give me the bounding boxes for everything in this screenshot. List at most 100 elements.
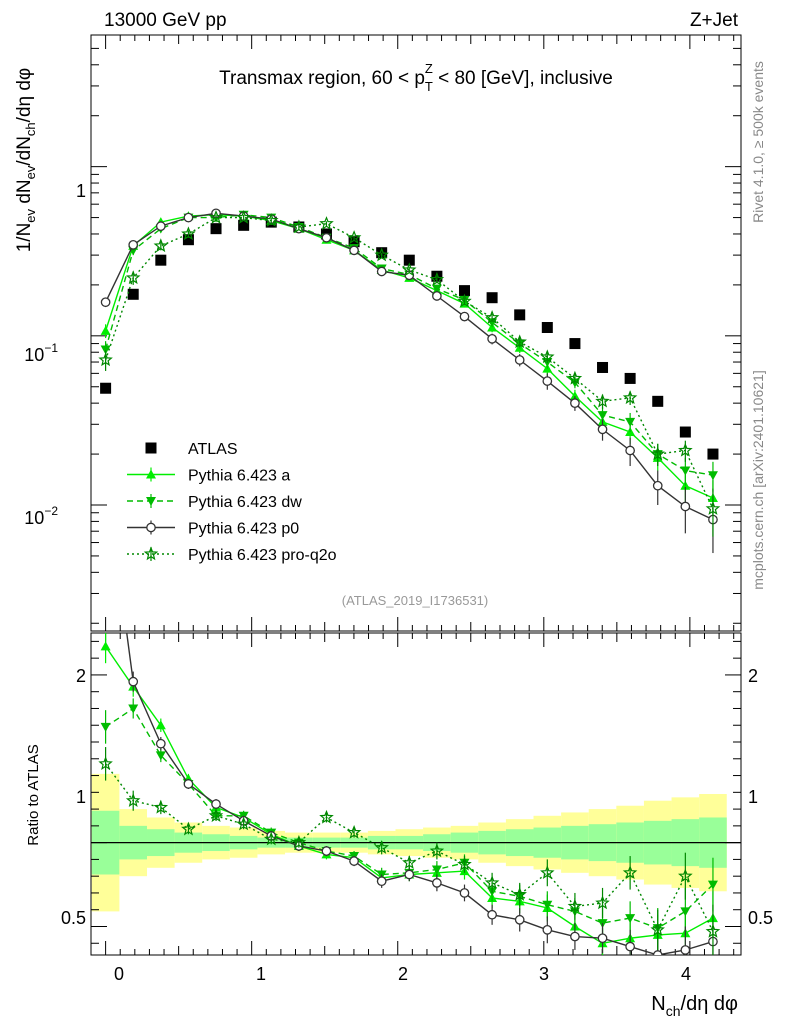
data-point	[429, 843, 445, 858]
ratio-uncertainty-bands	[91, 773, 741, 912]
series-ratio-pro	[98, 747, 721, 955]
data-point	[183, 212, 194, 223]
data-point	[570, 931, 580, 942]
data-point	[569, 338, 581, 350]
data-point	[100, 382, 112, 394]
data-point	[707, 880, 718, 890]
data-point	[652, 395, 664, 407]
data-point	[319, 809, 334, 824]
xlabel: Nch/dη dφ	[651, 993, 738, 1019]
ratio-frame	[90, 632, 742, 956]
data-point	[125, 270, 141, 285]
data-point	[403, 254, 415, 266]
legend-item-pro: Pythia 6.423 pro-q2o	[127, 546, 337, 564]
legend-label: Pythia 6.423 a	[188, 468, 290, 485]
data-point	[705, 501, 721, 515]
data-point	[155, 221, 166, 231]
title-suffix: < 80 [GeV], inclusive	[433, 68, 613, 89]
ratio-data-layer	[98, 469, 721, 955]
data-point	[457, 293, 472, 308]
data-point	[705, 923, 721, 938]
ytick-base-1e-2: 10	[24, 508, 44, 528]
data-point	[680, 466, 691, 476]
data-point	[512, 334, 527, 349]
legend-item-p0: Pythia 6.423 p0	[127, 520, 299, 538]
data-point	[597, 424, 608, 435]
main-frame	[90, 34, 742, 632]
data-point	[597, 411, 608, 421]
series-line	[126, 633, 714, 955]
data-point	[680, 945, 691, 955]
data-point	[680, 501, 691, 512]
ytick-label-1e-1: 10−1	[24, 341, 58, 365]
legend: ATLAS Pythia 6.423 a Pythia 6.423 dw Pythia…	[127, 441, 337, 564]
data-point	[542, 376, 553, 386]
data-point	[125, 793, 141, 807]
data-point	[100, 722, 111, 732]
data-point	[346, 230, 362, 244]
data-point	[153, 238, 169, 253]
legend-marker	[143, 546, 159, 561]
data-point	[567, 370, 583, 385]
title-prefix: Transmax region, 60 < p	[219, 68, 425, 89]
data-point	[707, 448, 719, 460]
ytick-exp-1e-1: −1	[44, 341, 58, 355]
data-point	[484, 875, 500, 890]
data-point	[101, 469, 109, 477]
legend-label: Pythia 6.423 pro-q2o	[188, 547, 337, 564]
series-main-p0	[100, 208, 718, 554]
ratio-ytick-1-left: 1	[76, 787, 86, 807]
data-point	[707, 471, 718, 481]
data-point	[595, 895, 610, 910]
data-point	[541, 322, 553, 334]
xtick-label-1: 1	[256, 964, 266, 984]
process-label: Z+Jet	[690, 10, 739, 31]
data-point	[100, 325, 111, 335]
data-point	[678, 442, 693, 457]
legend-marker	[146, 469, 156, 479]
data-point	[210, 223, 222, 235]
ratio-ytick-0.5-left: 0.5	[61, 908, 86, 928]
data-point	[236, 209, 251, 224]
series-main-data	[100, 216, 719, 460]
data-point	[597, 361, 609, 373]
data-point	[153, 799, 169, 814]
data-point	[514, 914, 525, 925]
data-point	[625, 445, 635, 456]
main-ylabel: 1/Nev dNev/dNch/dη dφ	[14, 68, 38, 253]
data-point	[569, 391, 580, 401]
legend-item-dw: Pythia 6.423 dw	[127, 494, 302, 511]
xtick-label-4: 4	[681, 964, 691, 984]
data-point	[128, 704, 139, 714]
data-point	[374, 840, 389, 854]
data-point	[374, 247, 389, 262]
data-point	[128, 676, 139, 687]
data-point	[514, 309, 526, 321]
data-point	[182, 234, 194, 246]
data-point	[459, 311, 470, 322]
data-point	[678, 868, 693, 883]
data-point	[487, 909, 497, 920]
data-point	[208, 209, 224, 224]
data-point	[100, 297, 111, 308]
ratio-ytick-1-right: 1	[748, 787, 758, 807]
ratio-ytick-2-left: 2	[76, 666, 86, 686]
data-point	[432, 878, 442, 888]
axis-ticks	[91, 34, 741, 955]
data-point	[291, 219, 307, 234]
data-point	[376, 876, 387, 887]
data-point	[459, 888, 470, 898]
data-point	[238, 219, 250, 231]
data-point	[486, 292, 498, 304]
rivet-label: Rivet 4.1.0, ≥ 500k events	[750, 61, 766, 223]
data-point	[487, 333, 497, 344]
analysis-id: (ATLAS_2019_I1736531)	[342, 593, 488, 608]
data-point	[597, 933, 608, 944]
series-line	[105, 646, 714, 945]
main-data-layer	[98, 208, 721, 554]
data-point	[484, 310, 500, 324]
data-point	[155, 751, 166, 761]
series-main-pro	[98, 209, 721, 537]
data-point	[429, 271, 445, 286]
legend-marker	[145, 442, 157, 454]
